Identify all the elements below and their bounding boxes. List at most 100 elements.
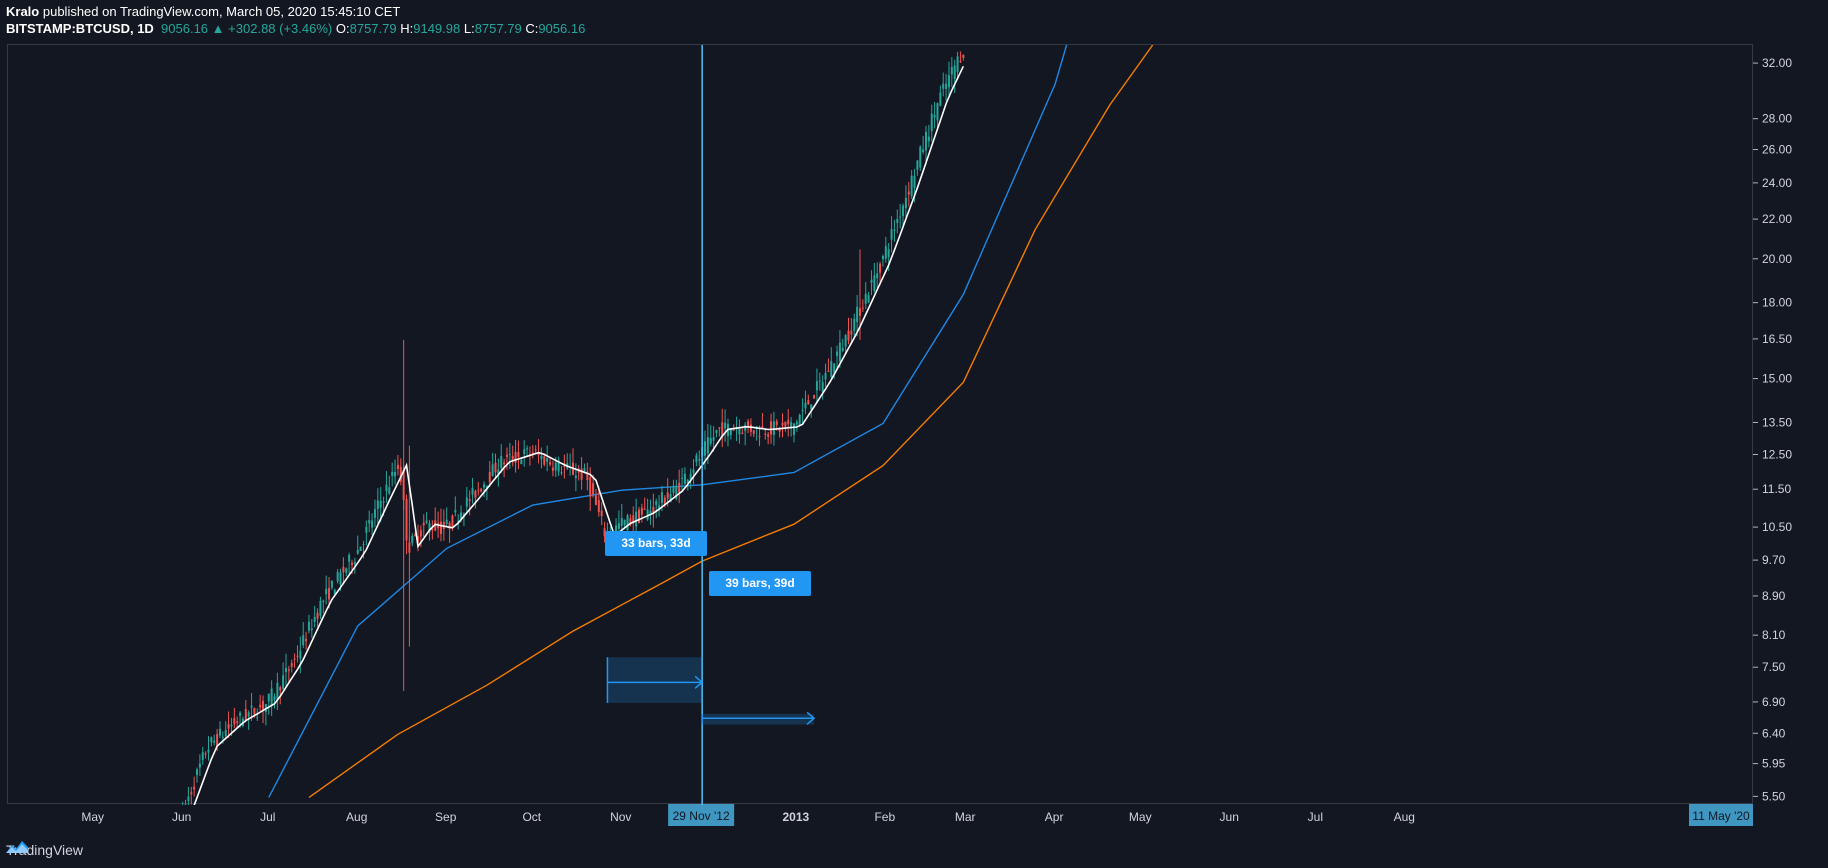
price-tick-label: 5.95: [1762, 757, 1786, 771]
sma-slow-line[interactable]: [308, 45, 1154, 798]
candle-body: [623, 520, 626, 526]
candle-body: [669, 493, 672, 503]
candle-body: [270, 688, 273, 706]
candle-body: [207, 749, 210, 753]
candle-body: [474, 490, 477, 498]
candle-body: [485, 485, 488, 488]
candle-body: [755, 426, 758, 428]
candle-body: [902, 205, 905, 217]
candle-body: [345, 568, 348, 573]
price-tick-label: 7.50: [1762, 660, 1786, 674]
candle-body: [890, 229, 893, 240]
candle-body: [675, 486, 678, 499]
candle-body: [196, 769, 199, 776]
candle-body: [287, 669, 290, 671]
candle-body: [942, 83, 945, 89]
candle-body: [497, 469, 500, 476]
candle-body: [348, 554, 351, 562]
candle-body: [864, 294, 867, 304]
footer-branding[interactable]: TradingView: [6, 840, 83, 860]
date-range-measure[interactable]: 39 bars, 39d: [701, 571, 816, 725]
price-tick-label: 18.00: [1762, 296, 1792, 310]
candle-body: [480, 488, 483, 492]
arrow-head-icon: [806, 711, 816, 725]
candle-body: [881, 255, 884, 260]
candle-body: [218, 728, 221, 736]
candle-body: [302, 635, 305, 646]
candle-body: [316, 612, 319, 619]
price-tick-label: 8.10: [1762, 628, 1786, 642]
candle-body: [704, 441, 707, 456]
candle-body: [227, 723, 230, 729]
candle-body: [505, 454, 508, 457]
candle-body: [267, 693, 270, 702]
measure-label-box: [709, 571, 811, 596]
time-tick-label: 2013: [782, 810, 809, 824]
candle-body: [830, 361, 833, 377]
candle-body: [250, 705, 253, 708]
candle-body: [962, 54, 965, 58]
candle-body: [741, 432, 744, 434]
candle-body: [879, 263, 882, 273]
price-tick-label: 12.50: [1762, 447, 1792, 461]
published-text: published on TradingView.com, March 05, …: [42, 4, 401, 19]
candle-body: [351, 562, 353, 566]
candle-body: [405, 499, 408, 541]
candle-body: [508, 453, 511, 455]
candle-body: [663, 497, 666, 505]
price-axis[interactable]: 32.00 28.00 26.00 24.00 22.00 20.00 18.00 16.50…: [1753, 44, 1828, 804]
candle-body: [815, 381, 818, 391]
candles: [182, 51, 965, 805]
candle-body: [465, 497, 468, 507]
candle-body: [798, 415, 801, 426]
candle-body: [583, 468, 586, 474]
low-label: L:: [463, 21, 475, 36]
candle-body: [310, 628, 313, 631]
sma-fast-line[interactable]: [188, 65, 965, 805]
range-end-date-label: 11 May '20: [1692, 809, 1750, 823]
candle-body: [333, 589, 336, 595]
candle-body: [775, 421, 778, 425]
price-chart[interactable]: 33 bars, 33d 39 bars, 39d: [8, 45, 1754, 805]
symbol-name[interactable]: BITSTAMP:BTCUSD, 1D: [6, 21, 154, 36]
candle-body: [784, 421, 787, 427]
candle-body: [635, 511, 638, 527]
candle-body: [305, 638, 308, 642]
candle-body: [451, 515, 454, 528]
candle-body: [213, 740, 216, 743]
chart-plot-area[interactable]: 33 bars, 33d 39 bars, 39d: [7, 44, 1754, 805]
time-tick-label: Aug: [346, 810, 367, 824]
candle-body: [893, 229, 896, 231]
candle-body: [904, 197, 907, 209]
candle-body: [778, 429, 781, 432]
candle-body: [749, 424, 752, 432]
candle-body: [282, 675, 285, 690]
candle-body: [431, 529, 434, 531]
candle-body: [744, 424, 747, 431]
candle-body: [236, 721, 239, 724]
candle-body: [907, 191, 910, 195]
candle-body: [253, 707, 256, 715]
candle-body: [953, 65, 956, 80]
candle-body: [758, 436, 761, 438]
candle-body: [626, 515, 629, 531]
candle-body: [224, 730, 227, 736]
candle-body: [284, 667, 287, 673]
time-tick-label: Sep: [435, 810, 457, 824]
candle-body: [365, 526, 368, 533]
candle-body: [813, 394, 816, 399]
price-tick-label: 13.50: [1762, 415, 1792, 429]
candle-body: [428, 523, 431, 533]
candle-body: [838, 342, 841, 362]
measure-label: 33 bars, 33d: [621, 536, 690, 550]
candle-body: [712, 437, 715, 441]
candle-body: [299, 650, 302, 659]
date-range-measure[interactable]: 33 bars, 33d: [605, 531, 707, 703]
last-price: 9056.16: [161, 21, 209, 36]
time-tick-label: Aug: [1394, 810, 1415, 824]
time-axis[interactable]: May Jun Jul Aug Sep Oct Nov 2013 Feb Mar Apr May Jun…: [7, 804, 1753, 830]
candle-body: [339, 572, 342, 585]
candle-body: [279, 687, 282, 691]
candle-body: [939, 92, 942, 107]
candle-body: [715, 429, 718, 433]
